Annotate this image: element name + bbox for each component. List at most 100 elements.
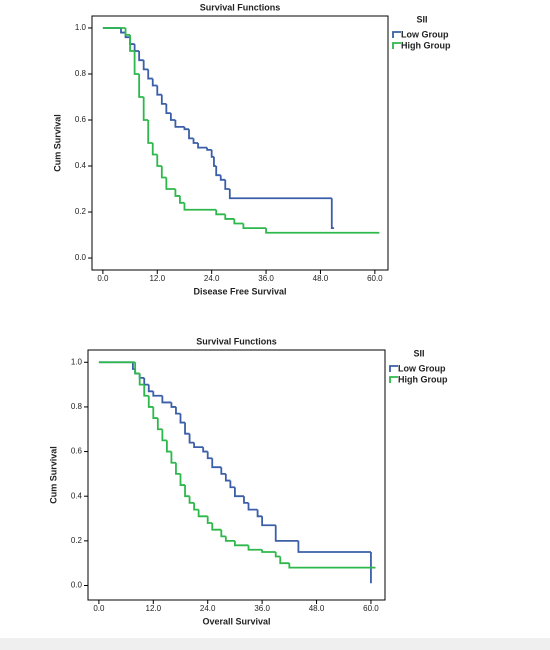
y-tick-label: 0.8: [71, 402, 83, 411]
x-tick-label: 60.0: [363, 604, 379, 613]
survival-step: [179, 195, 185, 204]
survival-step: [206, 147, 212, 151]
survival-step: [224, 536, 235, 542]
survival-step: [138, 73, 144, 98]
survival-step: [247, 502, 258, 511]
survival-step: [151, 78, 158, 87]
survival-step: [183, 126, 190, 131]
y-tick-label: 0.0: [71, 581, 83, 590]
survival-step: [142, 96, 149, 121]
survival-step: [165, 440, 172, 453]
survival-step: [197, 143, 208, 149]
x-tick-label: 0.0: [93, 604, 105, 613]
x-tick-label: 36.0: [258, 274, 274, 283]
survival-step: [224, 214, 235, 220]
legend-swatch: [389, 376, 398, 383]
survival-step: [156, 154, 162, 167]
survival-step: [161, 395, 172, 404]
survival-step: [220, 467, 226, 475]
survival-step: [215, 166, 221, 177]
survival-step: [175, 406, 181, 415]
survival-step: [124, 27, 131, 36]
legend-label: High Group: [401, 40, 451, 50]
survival-step: [188, 129, 194, 140]
x-tick-label: 24.0: [204, 274, 220, 283]
survival-step: [234, 487, 244, 498]
survival-step: [215, 209, 226, 216]
survival-step: [152, 406, 158, 419]
survival-step: [143, 377, 149, 386]
survival-step: [265, 228, 380, 234]
legend-label: High Group: [398, 374, 448, 384]
legend-label: Low Group: [401, 29, 449, 39]
survival-step: [174, 189, 180, 197]
survival-step: [288, 563, 376, 569]
survival-step: [175, 462, 181, 475]
y-tick-label: 0.4: [71, 491, 83, 500]
survival-step: [261, 549, 276, 553]
bottom-bar: [0, 638, 550, 650]
survival-step: [274, 525, 299, 542]
survival-step: [143, 384, 149, 397]
survival-step: [184, 422, 190, 435]
survival-step: [147, 395, 154, 408]
y-tick-label: 1.0: [75, 23, 87, 32]
survival-step: [256, 509, 263, 518]
survival-step: [224, 473, 231, 482]
survival-step: [156, 418, 163, 431]
survival-step: [161, 429, 167, 442]
x-tick-label: 0.0: [97, 274, 109, 283]
survival-step: [188, 496, 195, 504]
y-tick-label: 0.6: [75, 115, 87, 124]
survival-step: [229, 480, 235, 489]
survival-step: [211, 458, 222, 469]
survival-step: [179, 473, 186, 486]
survival-step: [142, 60, 149, 71]
survival-step: [165, 177, 176, 190]
x-axis-label: Overall Survival: [202, 616, 270, 626]
survival-step: [138, 373, 145, 386]
survival-step: [138, 50, 144, 62]
x-tick-label: 48.0: [309, 604, 325, 613]
y-tick-label: 0.4: [75, 161, 87, 170]
x-tick-label: 48.0: [313, 274, 329, 283]
x-tick-label: 12.0: [146, 604, 162, 613]
survival-step: [274, 552, 281, 558]
survival-step: [152, 391, 163, 397]
survival-step: [134, 362, 140, 375]
survival-step: [228, 189, 332, 200]
survival-step: [234, 540, 249, 547]
survival-step: [156, 85, 162, 96]
survival-step: [151, 143, 158, 156]
chart-title: Survival Functions: [200, 2, 281, 12]
survival-step: [261, 516, 276, 527]
survival-step: [188, 433, 195, 444]
y-tick-label: 0.8: [75, 69, 87, 78]
survival-step: [120, 27, 126, 34]
survival-step: [170, 451, 176, 464]
survival-step: [160, 94, 167, 105]
survival-step: [193, 442, 204, 448]
legend-title: SII: [413, 348, 424, 358]
survival-step: [213, 156, 217, 167]
legend-swatch: [389, 365, 398, 372]
survival-step: [165, 103, 171, 114]
survival-step: [206, 516, 213, 524]
survival-step: [133, 50, 140, 75]
survival-step: [233, 218, 244, 225]
survival-step: [170, 402, 176, 408]
survival-step: [183, 202, 217, 211]
survival-step: [242, 223, 267, 230]
y-axis-label: Cum Survival: [52, 114, 62, 172]
x-tick-label: 60.0: [367, 274, 383, 283]
x-tick-label: 36.0: [254, 604, 270, 613]
survival-step: [174, 119, 185, 128]
survival-step: [220, 529, 226, 538]
x-tick-label: 12.0: [149, 274, 165, 283]
survival-step: [129, 34, 135, 52]
x-tick-label: 24.0: [200, 604, 216, 613]
y-axis-label: Cum Survival: [48, 446, 58, 504]
survival-step: [330, 198, 335, 230]
survival-step: [206, 451, 213, 460]
